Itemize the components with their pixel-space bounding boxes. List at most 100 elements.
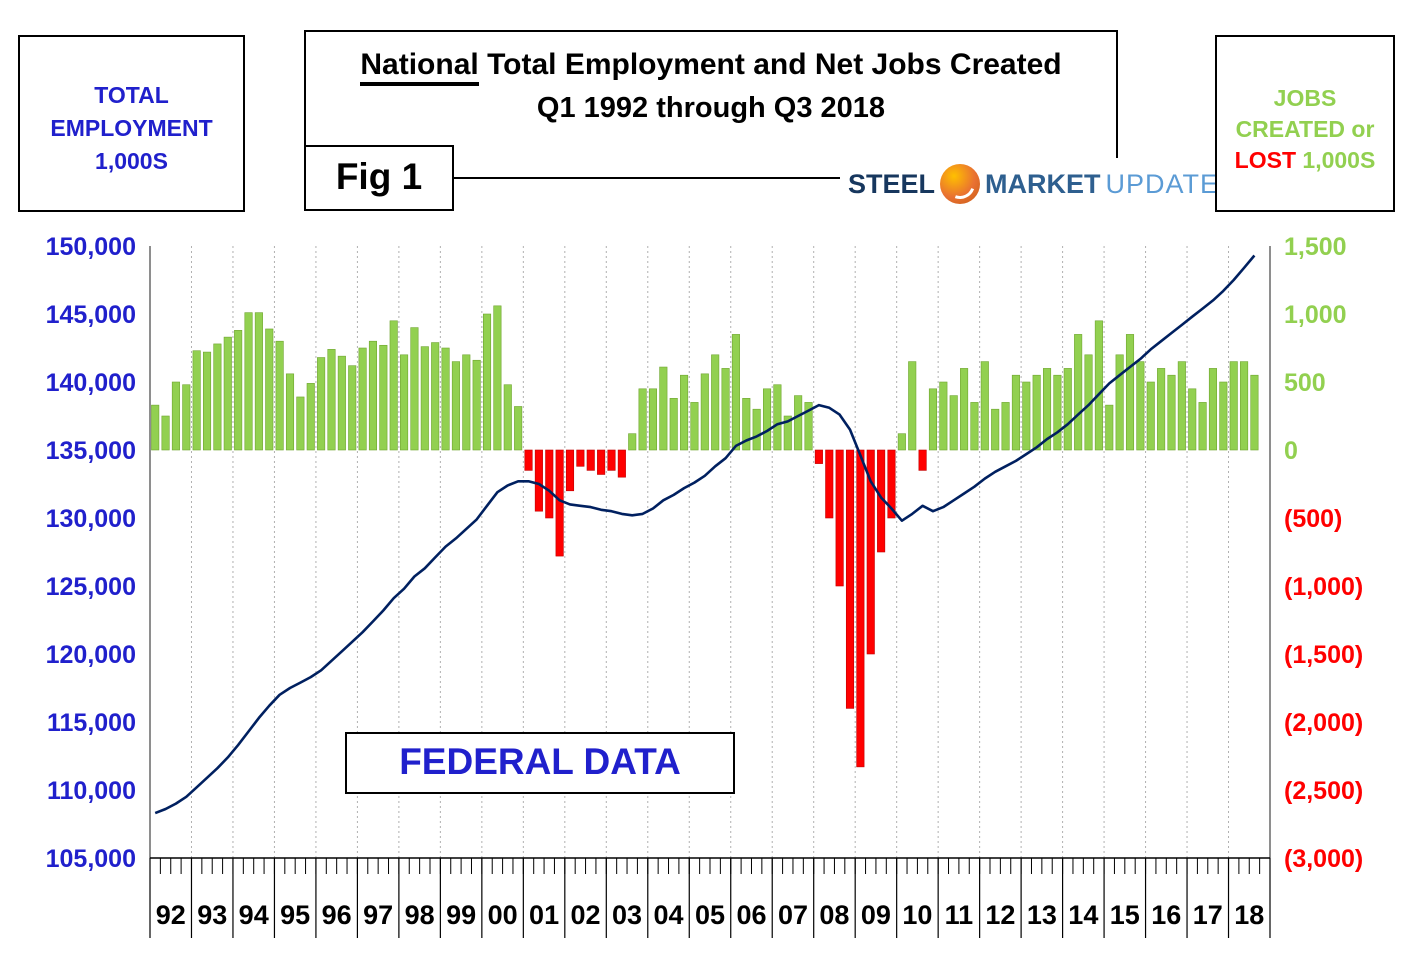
net-jobs-bar: [804, 402, 813, 451]
chart-title-line1: National Total Employment and Net Jobs C…: [306, 48, 1116, 86]
left-axis-tick-label: 115,000: [47, 709, 136, 737]
net-jobs-bar: [1136, 361, 1145, 451]
year-label: 95: [280, 900, 310, 930]
net-jobs-bar: [503, 384, 512, 451]
net-jobs-bar: [524, 449, 533, 471]
year-label: 07: [778, 900, 808, 930]
net-jobs-bar: [1240, 361, 1249, 451]
net-jobs-bar: [866, 449, 875, 655]
year-label: 00: [488, 900, 518, 930]
left-axis-tick-label: 105,000: [46, 845, 136, 873]
net-jobs-bar: [223, 336, 232, 451]
chart-title-rest: Total Employment and Net Jobs Created: [478, 48, 1062, 81]
net-jobs-bar: [586, 449, 595, 471]
net-jobs-bar: [462, 354, 471, 451]
left-axis-tick-label: 140,000: [46, 369, 136, 397]
year-label: 97: [363, 900, 393, 930]
net-jobs-bar: [887, 449, 896, 519]
net-jobs-bar: [576, 449, 585, 467]
net-jobs-bar: [814, 449, 823, 464]
right-axis-tick-label: (2,000): [1284, 709, 1363, 737]
net-jobs-bar: [410, 327, 419, 451]
net-jobs-bar: [1125, 334, 1135, 451]
right-axis-title-lost: LOST: [1234, 147, 1297, 173]
net-jobs-bar: [151, 404, 160, 451]
net-jobs-bar: [1219, 381, 1228, 451]
year-label: 14: [1068, 900, 1098, 930]
net-jobs-bar: [711, 354, 720, 451]
year-label: 08: [819, 900, 849, 930]
net-jobs-bar: [296, 396, 305, 451]
right-axis-tick-label: (1,000): [1284, 573, 1363, 601]
year-label: 16: [1151, 900, 1181, 930]
net-jobs-bar: [1001, 402, 1010, 451]
logo-market-text: MARKET: [985, 168, 1101, 199]
year-label: 01: [529, 900, 559, 930]
net-jobs-bar: [1074, 334, 1083, 451]
net-jobs-bar: [1250, 374, 1259, 451]
net-jobs-bar: [742, 398, 751, 451]
net-jobs-bar: [358, 347, 367, 451]
federal-data-label-box: FEDERAL DATA: [345, 732, 735, 794]
net-jobs-bar: [565, 449, 575, 492]
net-jobs-bar: [306, 383, 315, 451]
year-label: 18: [1234, 900, 1264, 930]
left-axis-tick-label: 125,000: [46, 573, 136, 601]
year-label: 15: [1110, 900, 1140, 930]
net-jobs-bar: [441, 347, 450, 451]
net-jobs-bar: [918, 449, 927, 471]
left-axis-tick-label: 130,000: [46, 505, 136, 533]
net-jobs-bar: [545, 449, 554, 519]
right-axis-tick-label: (500): [1284, 505, 1342, 533]
year-label: 11: [945, 900, 974, 930]
net-jobs-bar: [690, 402, 699, 451]
net-jobs-bar: [1105, 404, 1114, 451]
chart-title-national: National: [360, 48, 479, 86]
net-jobs-bar: [514, 406, 523, 451]
net-jobs-bar: [1094, 320, 1103, 451]
year-label: 09: [861, 900, 891, 930]
net-jobs-bar: [721, 368, 730, 451]
net-jobs-bar: [1032, 374, 1041, 451]
net-jobs-bar: [949, 395, 958, 451]
right-axis-tick-label: 0: [1284, 437, 1298, 465]
net-jobs-bar: [752, 408, 761, 451]
year-label: 12: [985, 900, 1015, 930]
net-jobs-bar: [845, 449, 855, 709]
left-axis-tick-label: 145,000: [46, 301, 136, 329]
net-jobs-bar: [1177, 361, 1186, 451]
net-jobs-bar: [254, 312, 263, 451]
year-label: 02: [571, 900, 601, 930]
net-jobs-bar: [203, 351, 212, 451]
net-jobs-bar: [337, 355, 346, 451]
net-jobs-bar: [897, 433, 906, 451]
right-axis-title-line3: LOST 1,000S: [1217, 145, 1393, 176]
right-axis-tick-label: 1,500: [1284, 233, 1347, 261]
year-label: 92: [156, 900, 186, 930]
net-jobs-bar: [659, 366, 668, 451]
year-label: 13: [1027, 900, 1057, 930]
logo-globe-icon: [940, 164, 981, 204]
figure-label-box: Fig 1: [304, 145, 454, 211]
net-jobs-bar: [597, 449, 606, 475]
net-jobs-bar: [275, 340, 284, 451]
net-jobs-bar: [700, 373, 709, 451]
net-jobs-bar: [1146, 381, 1155, 451]
employment-line: [154, 254, 1256, 815]
right-axis-tick-label: 1,000: [1284, 301, 1347, 329]
net-jobs-bar: [420, 346, 429, 451]
net-jobs-bar: [1157, 368, 1166, 451]
net-jobs-bar: [431, 342, 440, 451]
year-label: 05: [695, 900, 725, 930]
net-jobs-bar: [379, 344, 388, 451]
net-jobs-bar: [327, 349, 336, 451]
left-axis-title-line2: EMPLOYMENT: [50, 115, 213, 141]
net-jobs-bar: [628, 433, 637, 451]
net-jobs-bar: [991, 408, 1000, 451]
net-jobs-bar: [265, 328, 274, 451]
steel-market-update-logo: STEEL MARKET UPDATE: [840, 158, 1228, 210]
net-jobs-bar: [856, 449, 865, 768]
year-label: 03: [612, 900, 642, 930]
logo-steel-text: STEEL: [848, 168, 936, 199]
